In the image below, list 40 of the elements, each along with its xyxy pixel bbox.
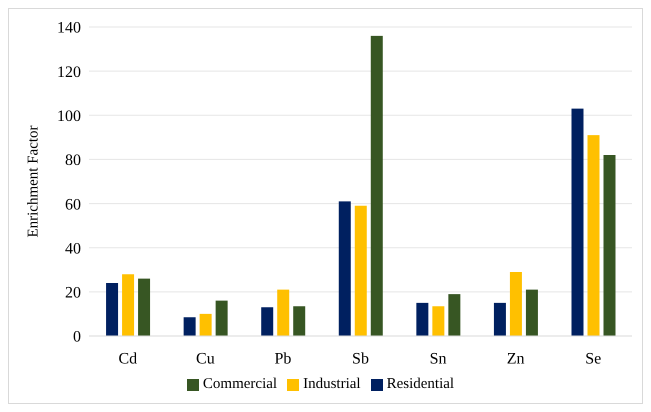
bar [370, 36, 383, 336]
bar [293, 306, 306, 336]
bar [448, 294, 460, 336]
x-tick-label: Pb [274, 350, 292, 368]
bar [261, 307, 274, 336]
bar [184, 317, 196, 336]
y-tick-label: 140 [57, 20, 81, 37]
y-tick-label: 20 [65, 284, 81, 302]
x-tick-label: Sb [352, 350, 369, 368]
y-tick-label: 100 [57, 108, 81, 125]
legend-label: Industrial [303, 376, 361, 392]
bar [138, 278, 150, 336]
bar [571, 108, 584, 336]
bar [603, 155, 616, 336]
bar [526, 290, 538, 336]
y-tick-label: 80 [65, 152, 81, 170]
legend-label: Residential [386, 376, 454, 392]
bar [216, 300, 228, 336]
y-tick-label: 120 [57, 64, 81, 81]
bar [200, 314, 212, 336]
bar [354, 206, 367, 336]
x-tick-label: Cd [118, 350, 138, 368]
bar [277, 290, 290, 336]
bar [338, 201, 351, 336]
x-tick-label: Zn [506, 350, 525, 368]
bar [432, 306, 444, 336]
y-axis-title: Enrichment Factor [25, 125, 42, 238]
bar [416, 302, 428, 336]
y-tick-label: 60 [65, 196, 81, 214]
x-tick-label: Sn [430, 350, 447, 368]
legend-label: Commercial [202, 376, 278, 392]
bar [587, 135, 600, 336]
x-tick-label: Cu [196, 350, 215, 368]
bar [106, 283, 118, 336]
x-tick-label: Se [585, 350, 602, 368]
y-tick-label: 0 [73, 328, 81, 346]
bar [122, 274, 134, 336]
y-tick-label: 40 [65, 240, 81, 258]
bar [510, 272, 522, 336]
bar [494, 302, 506, 336]
